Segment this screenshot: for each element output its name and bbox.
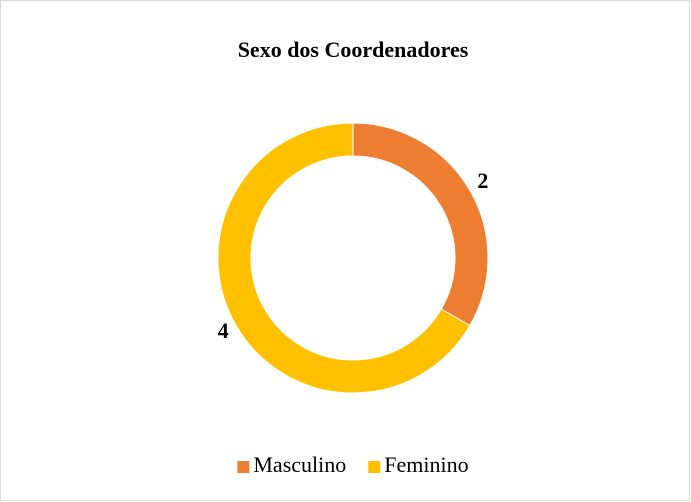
data-label: 4 [218, 318, 229, 343]
chart-title: Sexo dos Coordenadores [238, 37, 469, 62]
donut-segment [217, 122, 471, 394]
data-label: 2 [477, 168, 488, 193]
legend-label: Feminino [384, 452, 468, 477]
legend-marker [237, 461, 250, 473]
legend-marker [368, 461, 381, 473]
legend-label: Masculino [253, 452, 346, 477]
